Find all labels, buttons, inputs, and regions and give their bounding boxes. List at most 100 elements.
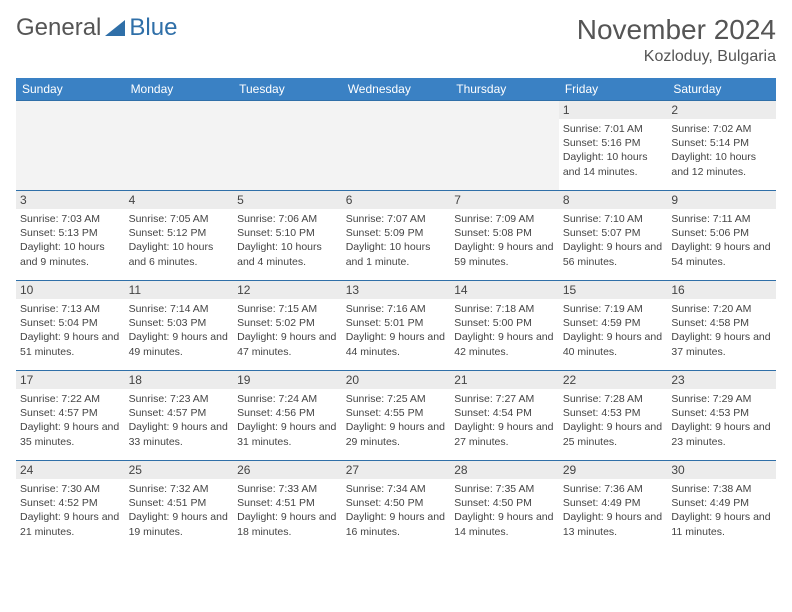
- day-details: Sunrise: 7:19 AMSunset: 4:59 PMDaylight:…: [559, 299, 668, 363]
- day-number: 11: [125, 281, 234, 299]
- sunset-line: Sunset: 4:53 PM: [671, 406, 772, 420]
- calendar-cell: 15Sunrise: 7:19 AMSunset: 4:59 PMDayligh…: [559, 281, 668, 371]
- sail-icon: [105, 18, 127, 38]
- day-details: Sunrise: 7:35 AMSunset: 4:50 PMDaylight:…: [450, 479, 559, 543]
- day-number: 22: [559, 371, 668, 389]
- calendar-cell: 23Sunrise: 7:29 AMSunset: 4:53 PMDayligh…: [667, 371, 776, 461]
- day-details: Sunrise: 7:22 AMSunset: 4:57 PMDaylight:…: [16, 389, 125, 453]
- title-block: November 2024 Kozloduy, Bulgaria: [577, 14, 776, 66]
- sunset-line: Sunset: 4:53 PM: [563, 406, 664, 420]
- calendar-cell: 2Sunrise: 7:02 AMSunset: 5:14 PMDaylight…: [667, 101, 776, 191]
- weekday-header: Friday: [559, 78, 668, 101]
- day-number: 26: [233, 461, 342, 479]
- calendar-cell: 25Sunrise: 7:32 AMSunset: 4:51 PMDayligh…: [125, 461, 234, 551]
- sunrise-line: Sunrise: 7:22 AM: [20, 392, 121, 406]
- daylight-line: Daylight: 9 hours and 19 minutes.: [129, 510, 230, 538]
- sunrise-line: Sunrise: 7:30 AM: [20, 482, 121, 496]
- daylight-line: Daylight: 10 hours and 12 minutes.: [671, 150, 772, 178]
- calendar-cell: 1Sunrise: 7:01 AMSunset: 5:16 PMDaylight…: [559, 101, 668, 191]
- sunrise-line: Sunrise: 7:38 AM: [671, 482, 772, 496]
- calendar-cell: [450, 101, 559, 191]
- sunrise-line: Sunrise: 7:01 AM: [563, 122, 664, 136]
- day-details: Sunrise: 7:30 AMSunset: 4:52 PMDaylight:…: [16, 479, 125, 543]
- day-number: 30: [667, 461, 776, 479]
- day-details: Sunrise: 7:36 AMSunset: 4:49 PMDaylight:…: [559, 479, 668, 543]
- day-number: 25: [125, 461, 234, 479]
- calendar-table: SundayMondayTuesdayWednesdayThursdayFrid…: [16, 78, 776, 551]
- daylight-line: Daylight: 9 hours and 16 minutes.: [346, 510, 447, 538]
- calendar-cell: 17Sunrise: 7:22 AMSunset: 4:57 PMDayligh…: [16, 371, 125, 461]
- day-details: Sunrise: 7:20 AMSunset: 4:58 PMDaylight:…: [667, 299, 776, 363]
- calendar-cell: 22Sunrise: 7:28 AMSunset: 4:53 PMDayligh…: [559, 371, 668, 461]
- day-number: 9: [667, 191, 776, 209]
- sunrise-line: Sunrise: 7:07 AM: [346, 212, 447, 226]
- daylight-line: Daylight: 10 hours and 9 minutes.: [20, 240, 121, 268]
- location-label: Kozloduy, Bulgaria: [577, 48, 776, 66]
- day-details: Sunrise: 7:24 AMSunset: 4:56 PMDaylight:…: [233, 389, 342, 453]
- day-details: Sunrise: 7:09 AMSunset: 5:08 PMDaylight:…: [450, 209, 559, 273]
- sunset-line: Sunset: 4:55 PM: [346, 406, 447, 420]
- logo: General Blue: [16, 14, 177, 42]
- sunrise-line: Sunrise: 7:13 AM: [20, 302, 121, 316]
- sunrise-line: Sunrise: 7:23 AM: [129, 392, 230, 406]
- daylight-line: Daylight: 10 hours and 6 minutes.: [129, 240, 230, 268]
- day-details: Sunrise: 7:18 AMSunset: 5:00 PMDaylight:…: [450, 299, 559, 363]
- day-details: Sunrise: 7:01 AMSunset: 5:16 PMDaylight:…: [559, 119, 668, 183]
- day-details: Sunrise: 7:38 AMSunset: 4:49 PMDaylight:…: [667, 479, 776, 543]
- calendar-cell: [342, 101, 451, 191]
- day-number: 14: [450, 281, 559, 299]
- sunrise-line: Sunrise: 7:19 AM: [563, 302, 664, 316]
- sunrise-line: Sunrise: 7:25 AM: [346, 392, 447, 406]
- day-details: Sunrise: 7:28 AMSunset: 4:53 PMDaylight:…: [559, 389, 668, 453]
- calendar-cell: 19Sunrise: 7:24 AMSunset: 4:56 PMDayligh…: [233, 371, 342, 461]
- calendar-cell: 20Sunrise: 7:25 AMSunset: 4:55 PMDayligh…: [342, 371, 451, 461]
- daylight-line: Daylight: 9 hours and 23 minutes.: [671, 420, 772, 448]
- sunset-line: Sunset: 5:16 PM: [563, 136, 664, 150]
- sunset-line: Sunset: 5:13 PM: [20, 226, 121, 240]
- sunset-line: Sunset: 4:49 PM: [563, 496, 664, 510]
- weekday-header: Saturday: [667, 78, 776, 101]
- logo-text-b: Blue: [129, 14, 177, 42]
- sunrise-line: Sunrise: 7:02 AM: [671, 122, 772, 136]
- day-number: 2: [667, 101, 776, 119]
- sunset-line: Sunset: 5:01 PM: [346, 316, 447, 330]
- sunset-line: Sunset: 5:06 PM: [671, 226, 772, 240]
- sunrise-line: Sunrise: 7:33 AM: [237, 482, 338, 496]
- day-details: Sunrise: 7:34 AMSunset: 4:50 PMDaylight:…: [342, 479, 451, 543]
- calendar-cell: 28Sunrise: 7:35 AMSunset: 4:50 PMDayligh…: [450, 461, 559, 551]
- daylight-line: Daylight: 10 hours and 14 minutes.: [563, 150, 664, 178]
- weekday-header: Monday: [125, 78, 234, 101]
- calendar-cell: 13Sunrise: 7:16 AMSunset: 5:01 PMDayligh…: [342, 281, 451, 371]
- sunset-line: Sunset: 4:50 PM: [454, 496, 555, 510]
- day-number: 16: [667, 281, 776, 299]
- calendar-cell: 9Sunrise: 7:11 AMSunset: 5:06 PMDaylight…: [667, 191, 776, 281]
- daylight-line: Daylight: 9 hours and 14 minutes.: [454, 510, 555, 538]
- daylight-line: Daylight: 9 hours and 25 minutes.: [563, 420, 664, 448]
- day-details: Sunrise: 7:10 AMSunset: 5:07 PMDaylight:…: [559, 209, 668, 273]
- sunrise-line: Sunrise: 7:06 AM: [237, 212, 338, 226]
- daylight-line: Daylight: 9 hours and 18 minutes.: [237, 510, 338, 538]
- day-number: 19: [233, 371, 342, 389]
- sunset-line: Sunset: 4:59 PM: [563, 316, 664, 330]
- sunset-line: Sunset: 5:10 PM: [237, 226, 338, 240]
- day-details: Sunrise: 7:29 AMSunset: 4:53 PMDaylight:…: [667, 389, 776, 453]
- sunrise-line: Sunrise: 7:05 AM: [129, 212, 230, 226]
- day-number: 24: [16, 461, 125, 479]
- day-number: 23: [667, 371, 776, 389]
- sunset-line: Sunset: 4:52 PM: [20, 496, 121, 510]
- calendar-cell: 14Sunrise: 7:18 AMSunset: 5:00 PMDayligh…: [450, 281, 559, 371]
- sunset-line: Sunset: 4:51 PM: [237, 496, 338, 510]
- daylight-line: Daylight: 9 hours and 13 minutes.: [563, 510, 664, 538]
- day-details: Sunrise: 7:11 AMSunset: 5:06 PMDaylight:…: [667, 209, 776, 273]
- sunrise-line: Sunrise: 7:36 AM: [563, 482, 664, 496]
- calendar-body: 1Sunrise: 7:01 AMSunset: 5:16 PMDaylight…: [16, 101, 776, 551]
- sunrise-line: Sunrise: 7:09 AM: [454, 212, 555, 226]
- sunset-line: Sunset: 4:58 PM: [671, 316, 772, 330]
- sunrise-line: Sunrise: 7:34 AM: [346, 482, 447, 496]
- page-title: November 2024: [577, 14, 776, 46]
- day-number: 28: [450, 461, 559, 479]
- calendar-week: 1Sunrise: 7:01 AMSunset: 5:16 PMDaylight…: [16, 101, 776, 191]
- daylight-line: Daylight: 10 hours and 4 minutes.: [237, 240, 338, 268]
- daylight-line: Daylight: 9 hours and 44 minutes.: [346, 330, 447, 358]
- logo-text-a: General: [16, 14, 101, 42]
